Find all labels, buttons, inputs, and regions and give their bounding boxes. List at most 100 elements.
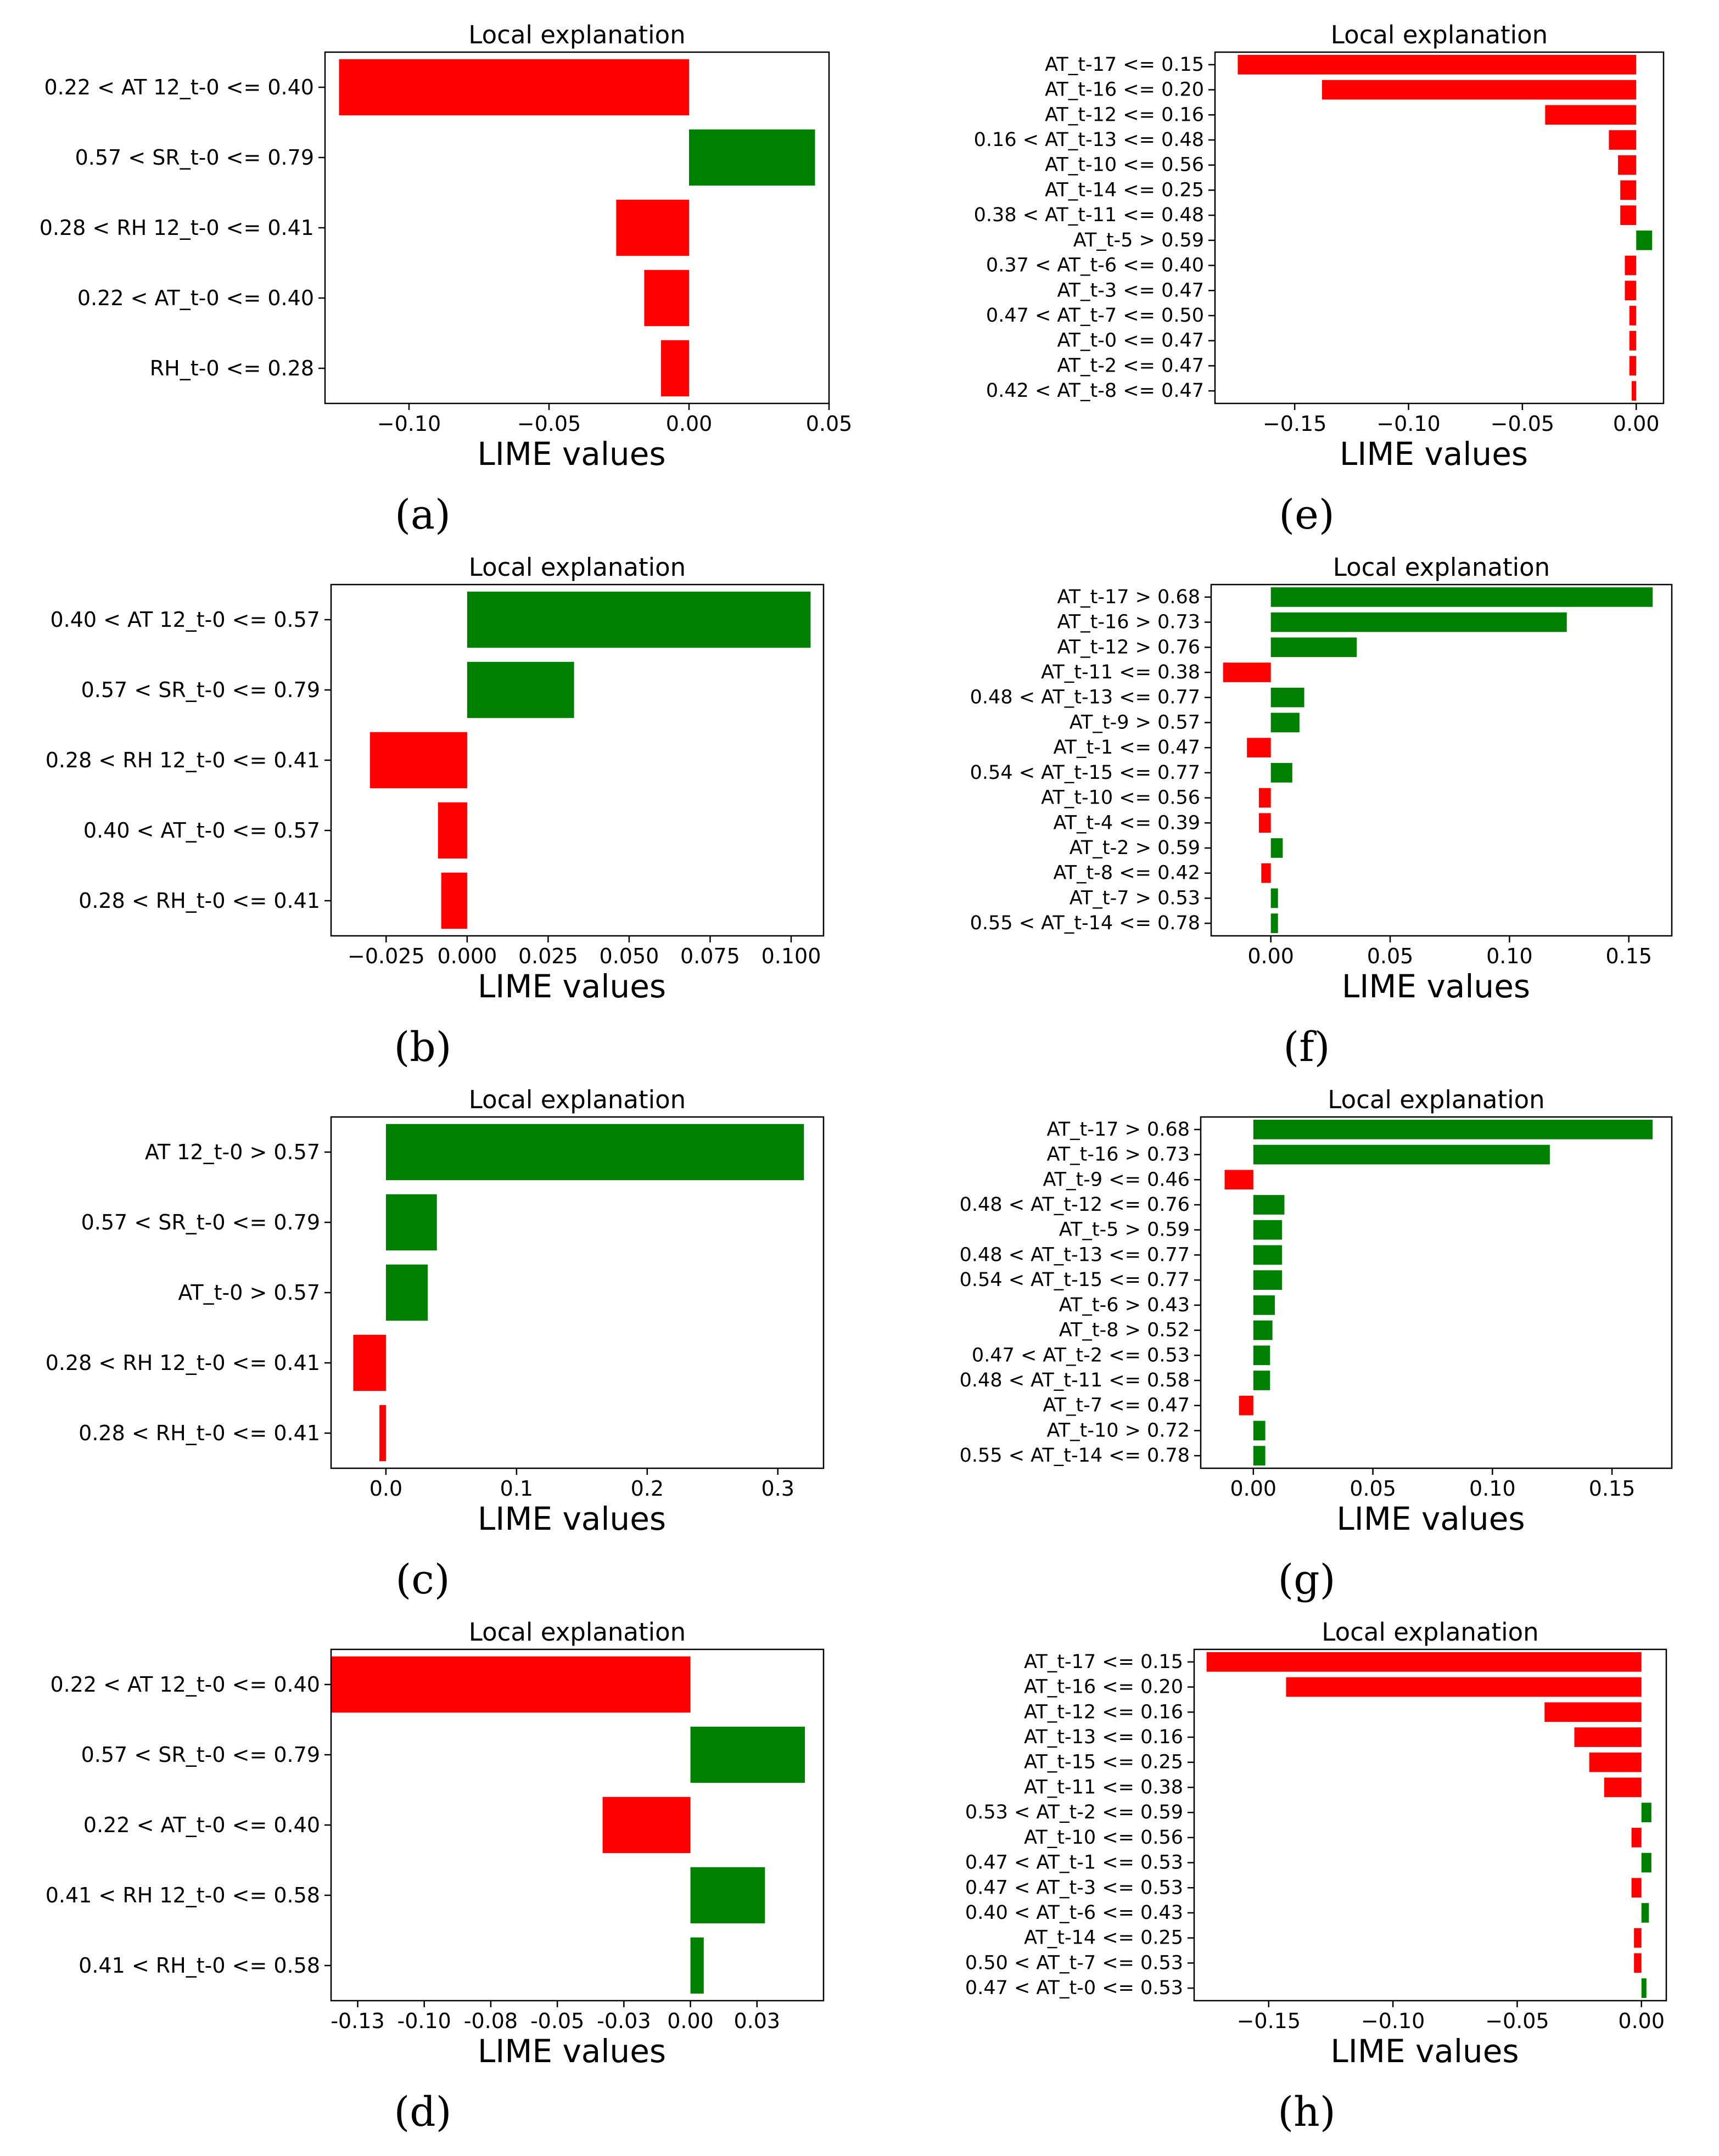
chart-d-bar-1 [690,1726,805,1783]
chart-b-svg: Local explanation 0.40 < AT 12_t-0 <= 0.5… [46,553,825,1005]
chart-h-bar-9 [1631,1878,1642,1898]
chart-c-category-label-4: 0.28 < RH_t-0 <= 0.41 [79,1421,320,1445]
chart-panel-d: Local explanation 0.22 < AT 12_t-0 <= 0.4… [0,1597,859,2135]
chart-e-svg: Local explanation AT_t-17 <= 0.15 AT_t-16 … [974,20,1665,473]
chart-c-xtick-label-3: 0.3 [761,1476,794,1501]
chart-f-category-label-13: 0.55 < AT_t-14 <= 0.78 [970,912,1200,934]
chart-h-bar-8 [1641,1852,1651,1873]
chart-panel-c: Local explanation AT 12_t-0 > 0.57 0.57 < … [0,1065,859,1603]
chart-h-xtick-label-2: −0.05 [1485,2009,1549,2033]
chart-g-category-label-13: 0.55 < AT_t-14 <= 0.78 [960,1445,1190,1467]
chart-a-xtick-label-0: −0.10 [377,412,441,436]
chart-a-bar-4 [661,340,689,397]
chart-f-category-label-3: AT_t-11 <= 0.38 [1041,661,1200,683]
chart-f-category-label-10: AT_t-2 > 0.59 [1070,837,1200,859]
chart-g-category-label-2: AT_t-9 <= 0.46 [1043,1169,1190,1191]
chart-f-svg: Local explanation AT_t-17 > 0.68 AT_t-16 >… [970,553,1673,1005]
chart-h-xlabel: LIME values [1330,2033,1519,2070]
chart-c-category-label-1: 0.57 < SR_t-0 <= 0.79 [81,1210,320,1234]
chart-panel-f: Local explanation AT_t-17 > 0.68 AT_t-16 >… [859,532,1719,1070]
chart-h-category-label-11: AT_t-14 <= 0.25 [1024,1927,1183,1949]
chart-e-bar-4 [1618,155,1637,175]
chart-e-category-label-8: 0.37 < AT_t-6 <= 0.40 [986,255,1204,277]
chart-f-bar-7 [1270,763,1292,783]
chart-f-title: Local explanation [1333,553,1550,582]
chart-b-xtick-label-1: 0.000 [437,944,497,968]
chart-g-bar-7 [1253,1295,1275,1315]
chart-g-xtick-label-3: 0.15 [1589,1476,1636,1501]
chart-a-xtick-label-3: 0.05 [806,412,853,436]
chart-f-category-label-0: AT_t-17 > 0.68 [1057,586,1200,608]
chart-f-bar-5 [1270,712,1300,733]
chart-g-xtick-label-2: 0.10 [1469,1476,1516,1501]
chart-panel-b: Local explanation 0.40 < AT 12_t-0 <= 0.5… [0,532,859,1070]
chart-e-bar-11 [1629,330,1637,351]
chart-g-xlabel: LIME values [1336,1500,1525,1537]
chart-d-category-label-4: 0.41 < RH_t-0 <= 0.58 [79,1953,320,1978]
chart-c-bar-1 [385,1194,437,1251]
chart-b-xtick-label-2: 0.025 [518,944,578,968]
chart-g-bar-3 [1253,1195,1285,1215]
chart-g-category-label-10: 0.48 < AT_t-11 <= 0.58 [960,1369,1190,1391]
subfigure-label-d: (d) [394,2088,452,2136]
chart-h-bar-13 [1641,1978,1647,1998]
chart-g-bar-0 [1253,1120,1653,1139]
chart-f-xlabel: LIME values [1342,968,1530,1005]
chart-h-category-label-9: 0.47 < AT_t-3 <= 0.53 [965,1877,1183,1899]
chart-b-bar-3 [438,802,467,859]
chart-h-category-label-1: AT_t-16 <= 0.20 [1024,1676,1183,1698]
chart-f-category-label-11: AT_t-8 <= 0.42 [1053,862,1200,884]
chart-a-category-label-4: RH_t-0 <= 0.28 [150,356,314,380]
chart-e-bar-13 [1631,381,1637,401]
chart-e-bar-1 [1322,80,1637,100]
chart-b-title: Local explanation [469,553,686,582]
chart-h-bar-4 [1589,1752,1642,1772]
chart-g-frame [1200,1116,1673,1469]
chart-a-bar-1 [689,129,815,186]
chart-f-category-label-7: 0.54 < AT_t-15 <= 0.77 [970,762,1200,784]
chart-h-bar-6 [1641,1803,1651,1822]
chart-h-bar-12 [1634,1953,1642,1973]
chart-g-category-label-9: 0.47 < AT_t-2 <= 0.53 [972,1344,1190,1366]
chart-d-category-label-1: 0.57 < SR_t-0 <= 0.79 [81,1743,320,1767]
chart-e-bar-5 [1620,180,1637,200]
chart-b-bar-0 [467,591,811,648]
chart-h-svg: Local explanation AT_t-17 <= 0.15 AT_t-16 … [965,1618,1667,2070]
chart-h-bar-2 [1544,1702,1642,1722]
chart-g-category-label-3: 0.48 < AT_t-12 <= 0.76 [960,1194,1190,1216]
chart-a-category-label-1: 0.57 < SR_t-0 <= 0.79 [75,145,314,170]
chart-d-bar-3 [690,1867,765,1924]
chart-f-xtick-label-3: 0.15 [1605,944,1652,968]
chart-h-xtick-label-1: −0.10 [1361,2009,1425,2033]
chart-d-xtick-label-1: -0.10 [397,2009,451,2033]
chart-c-bar-3 [353,1334,386,1391]
chart-d-bar-2 [602,1796,691,1854]
chart-e-category-label-10: 0.47 < AT_t-7 <= 0.50 [986,305,1204,327]
chart-g-title: Local explanation [1328,1085,1544,1114]
chart-g-category-label-12: AT_t-10 > 0.72 [1046,1419,1190,1441]
chart-f-xtick-label-0: 0.00 [1247,944,1294,968]
chart-a-category-label-2: 0.28 < RH 12_t-0 <= 0.41 [40,216,314,240]
chart-e-xtick-label-2: −0.05 [1491,412,1554,436]
chart-e-category-label-0: AT_t-17 <= 0.15 [1045,54,1204,76]
chart-h-xtick-label-3: 0.00 [1618,2009,1665,2033]
chart-e-category-label-6: 0.38 < AT_t-11 <= 0.48 [974,204,1204,226]
chart-a-bar-2 [616,199,689,256]
chart-panel-a: Local explanation 0.22 < AT 12_t-0 <= 0.4… [0,0,859,538]
chart-e-bar-3 [1609,130,1637,150]
chart-g-category-label-1: AT_t-16 > 0.73 [1046,1144,1190,1166]
chart-b-xtick-label-3: 0.050 [600,944,659,968]
chart-d-xtick-label-6: 0.03 [733,2009,780,2033]
chart-panel-h: Local explanation AT_t-17 <= 0.15 AT_t-16 … [859,1597,1719,2135]
chart-g-category-label-8: AT_t-8 > 0.52 [1059,1320,1190,1341]
chart-c-category-label-2: AT_t-0 > 0.57 [178,1281,320,1305]
chart-g-category-label-7: AT_t-6 > 0.43 [1059,1294,1190,1316]
chart-f-category-label-2: AT_t-12 > 0.76 [1057,636,1200,658]
chart-h-category-label-13: 0.47 < AT_t-0 <= 0.53 [965,1977,1183,1999]
chart-h-bar-1 [1286,1677,1642,1697]
chart-g-bar-11 [1239,1395,1253,1416]
chart-g-xtick-label-1: 0.05 [1350,1476,1396,1501]
chart-g-category-label-0: AT_t-17 > 0.68 [1046,1119,1190,1141]
chart-c-category-label-0: AT 12_t-0 > 0.57 [145,1140,320,1164]
